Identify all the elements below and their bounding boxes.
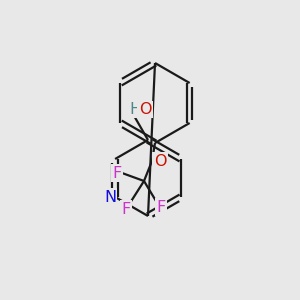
Text: F: F xyxy=(156,200,166,214)
Text: F: F xyxy=(112,166,122,181)
Text: F: F xyxy=(122,202,130,217)
Text: O: O xyxy=(139,102,151,117)
Text: H: H xyxy=(129,102,141,117)
Text: O: O xyxy=(154,154,166,169)
Text: N: N xyxy=(104,190,116,205)
